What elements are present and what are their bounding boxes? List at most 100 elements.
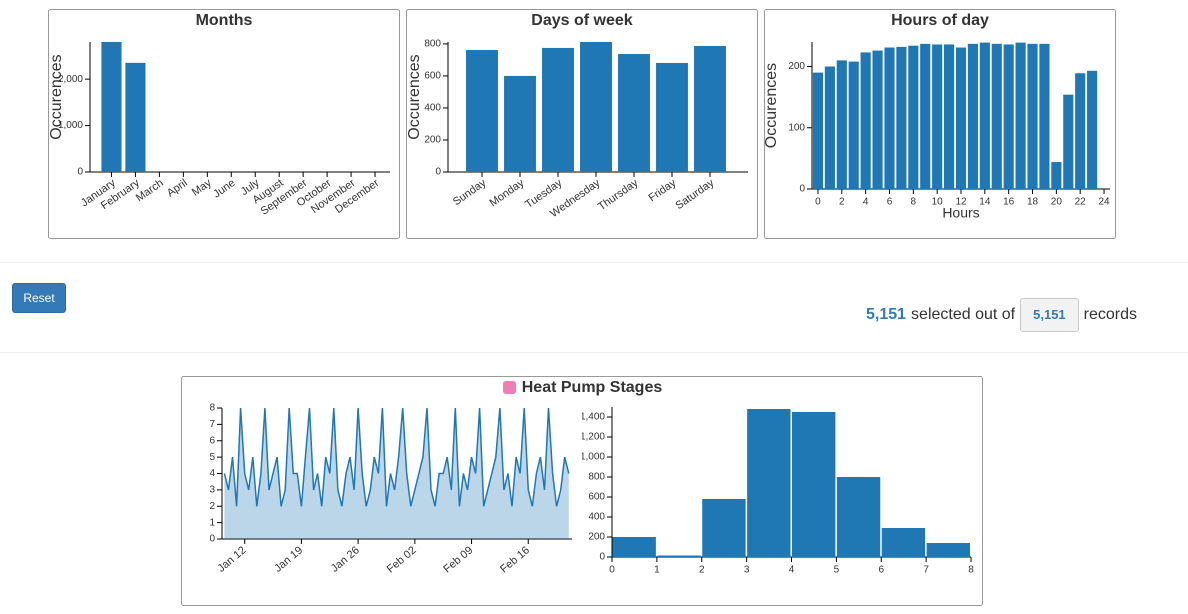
x-tick-label: 8 bbox=[968, 565, 974, 576]
bar bbox=[101, 42, 122, 172]
panel bbox=[48, 9, 400, 239]
x-tick-label: 18 bbox=[1027, 197, 1039, 208]
y-tick-label: 100 bbox=[788, 122, 805, 133]
histogram: 0 200 400 600 800 1,000 1,200 1,400 0 1 2 3 4 5 6 7 8 bbox=[580, 407, 974, 576]
panel bbox=[181, 376, 983, 606]
y-tick-label: 2,000 bbox=[58, 74, 83, 85]
bar bbox=[932, 44, 943, 190]
histogram-bar bbox=[881, 528, 926, 557]
bar bbox=[694, 46, 726, 172]
x-tick-label: 3 bbox=[744, 565, 750, 576]
y-tick-label: 8 bbox=[209, 403, 215, 414]
y-tick-label: 2 bbox=[209, 501, 215, 512]
selected-count: 5,151 bbox=[866, 306, 907, 323]
histogram-bar bbox=[836, 477, 881, 557]
bar bbox=[504, 75, 536, 172]
x-tick-label: April bbox=[165, 177, 190, 199]
bar bbox=[812, 72, 824, 189]
chart-title: Days of week bbox=[531, 12, 632, 29]
x-tick-label: 5 bbox=[834, 565, 840, 576]
bar bbox=[824, 66, 835, 189]
x-tick-label: 4 bbox=[789, 565, 795, 576]
x-tick-label: 22 bbox=[1075, 197, 1087, 208]
y-tick-label: 800 bbox=[588, 472, 605, 483]
y-tick-label: 800 bbox=[424, 39, 441, 50]
x-tick-label: March bbox=[134, 177, 166, 204]
bar bbox=[979, 42, 990, 189]
bar bbox=[1051, 162, 1062, 189]
x-tick-label: 12 bbox=[955, 197, 967, 208]
x-tick-label: 8 bbox=[911, 197, 917, 208]
line bbox=[223, 407, 570, 507]
title-marker bbox=[503, 381, 516, 394]
bar bbox=[944, 44, 955, 190]
x-tick-label: Thursday bbox=[596, 177, 641, 213]
counter-text: records bbox=[1083, 306, 1138, 323]
histogram-bar bbox=[702, 499, 746, 557]
y-tick-label: 200 bbox=[424, 135, 441, 146]
y-tick-label: 1 bbox=[209, 517, 215, 528]
chart-title: Hours of day bbox=[891, 12, 989, 29]
x-tick-label: Monday bbox=[487, 177, 526, 210]
chart-title: Months bbox=[196, 12, 253, 29]
x-tick-label: 4 bbox=[863, 197, 869, 208]
histogram-bar bbox=[657, 555, 701, 557]
bar bbox=[848, 61, 859, 189]
y-tick-label: 7 bbox=[209, 419, 215, 430]
x-tick-label: 0 bbox=[815, 197, 821, 208]
chart-title: Heat Pump Stages bbox=[522, 379, 663, 396]
x-tick-label: 16 bbox=[1003, 197, 1015, 208]
total-count: 5,151 bbox=[1020, 298, 1079, 332]
y-tick-label: 0 bbox=[599, 552, 605, 563]
histogram-bar bbox=[747, 409, 791, 557]
y-axis-label: Occurences bbox=[48, 54, 65, 139]
x-tick-label: June bbox=[211, 177, 237, 201]
bar bbox=[125, 62, 146, 172]
y-tick-label: 600 bbox=[588, 492, 605, 503]
bar bbox=[1087, 70, 1098, 189]
y-tick-label: 400 bbox=[424, 103, 441, 114]
x-tick-label: 2 bbox=[699, 565, 705, 576]
y-tick-label: 0 bbox=[77, 167, 83, 178]
x-tick-label: May bbox=[190, 177, 214, 199]
y-tick-label: 4 bbox=[209, 468, 215, 479]
y-tick-label: 1,400 bbox=[580, 412, 605, 423]
x-tick-label: 14 bbox=[979, 197, 991, 208]
y-tick-label: 0 bbox=[435, 167, 441, 178]
y-tick-label: 5 bbox=[209, 452, 215, 463]
x-tick-label: 6 bbox=[878, 565, 884, 576]
y-tick-label: 200 bbox=[588, 532, 605, 543]
x-tick-label: 10 bbox=[932, 197, 944, 208]
x-tick-label: Feb 16 bbox=[498, 544, 532, 575]
bar bbox=[955, 47, 967, 190]
bar bbox=[580, 42, 612, 172]
y-tick-label: 600 bbox=[424, 71, 441, 82]
reset-button[interactable]: Reset bbox=[12, 283, 66, 313]
y-axis-label: Occurences bbox=[406, 54, 423, 139]
x-tick-label: Jan 19 bbox=[272, 544, 305, 574]
x-tick-label: 1 bbox=[654, 565, 660, 576]
bar bbox=[656, 62, 688, 172]
bar bbox=[1003, 44, 1014, 190]
y-tick-label: 1,000 bbox=[580, 452, 605, 463]
bar bbox=[1027, 43, 1038, 190]
x-tick-label: Feb 02 bbox=[385, 544, 419, 575]
x-tick-label: 20 bbox=[1051, 197, 1063, 208]
histogram-bar bbox=[926, 543, 970, 557]
x-axis-label: Hours bbox=[942, 205, 979, 221]
histogram-bar bbox=[792, 412, 836, 557]
x-tick-label: Saturday bbox=[673, 177, 716, 212]
x-tick-label: 7 bbox=[923, 565, 929, 576]
panel bbox=[406, 9, 758, 239]
bar bbox=[884, 47, 895, 190]
y-tick-label: 0 bbox=[209, 534, 215, 545]
bar bbox=[967, 43, 978, 190]
x-tick-label: 0 bbox=[609, 565, 615, 576]
x-tick-label: Feb 09 bbox=[441, 544, 475, 575]
x-tick-label: 2 bbox=[839, 197, 845, 208]
bar bbox=[896, 46, 907, 190]
bar bbox=[908, 45, 919, 189]
bar bbox=[542, 47, 574, 172]
